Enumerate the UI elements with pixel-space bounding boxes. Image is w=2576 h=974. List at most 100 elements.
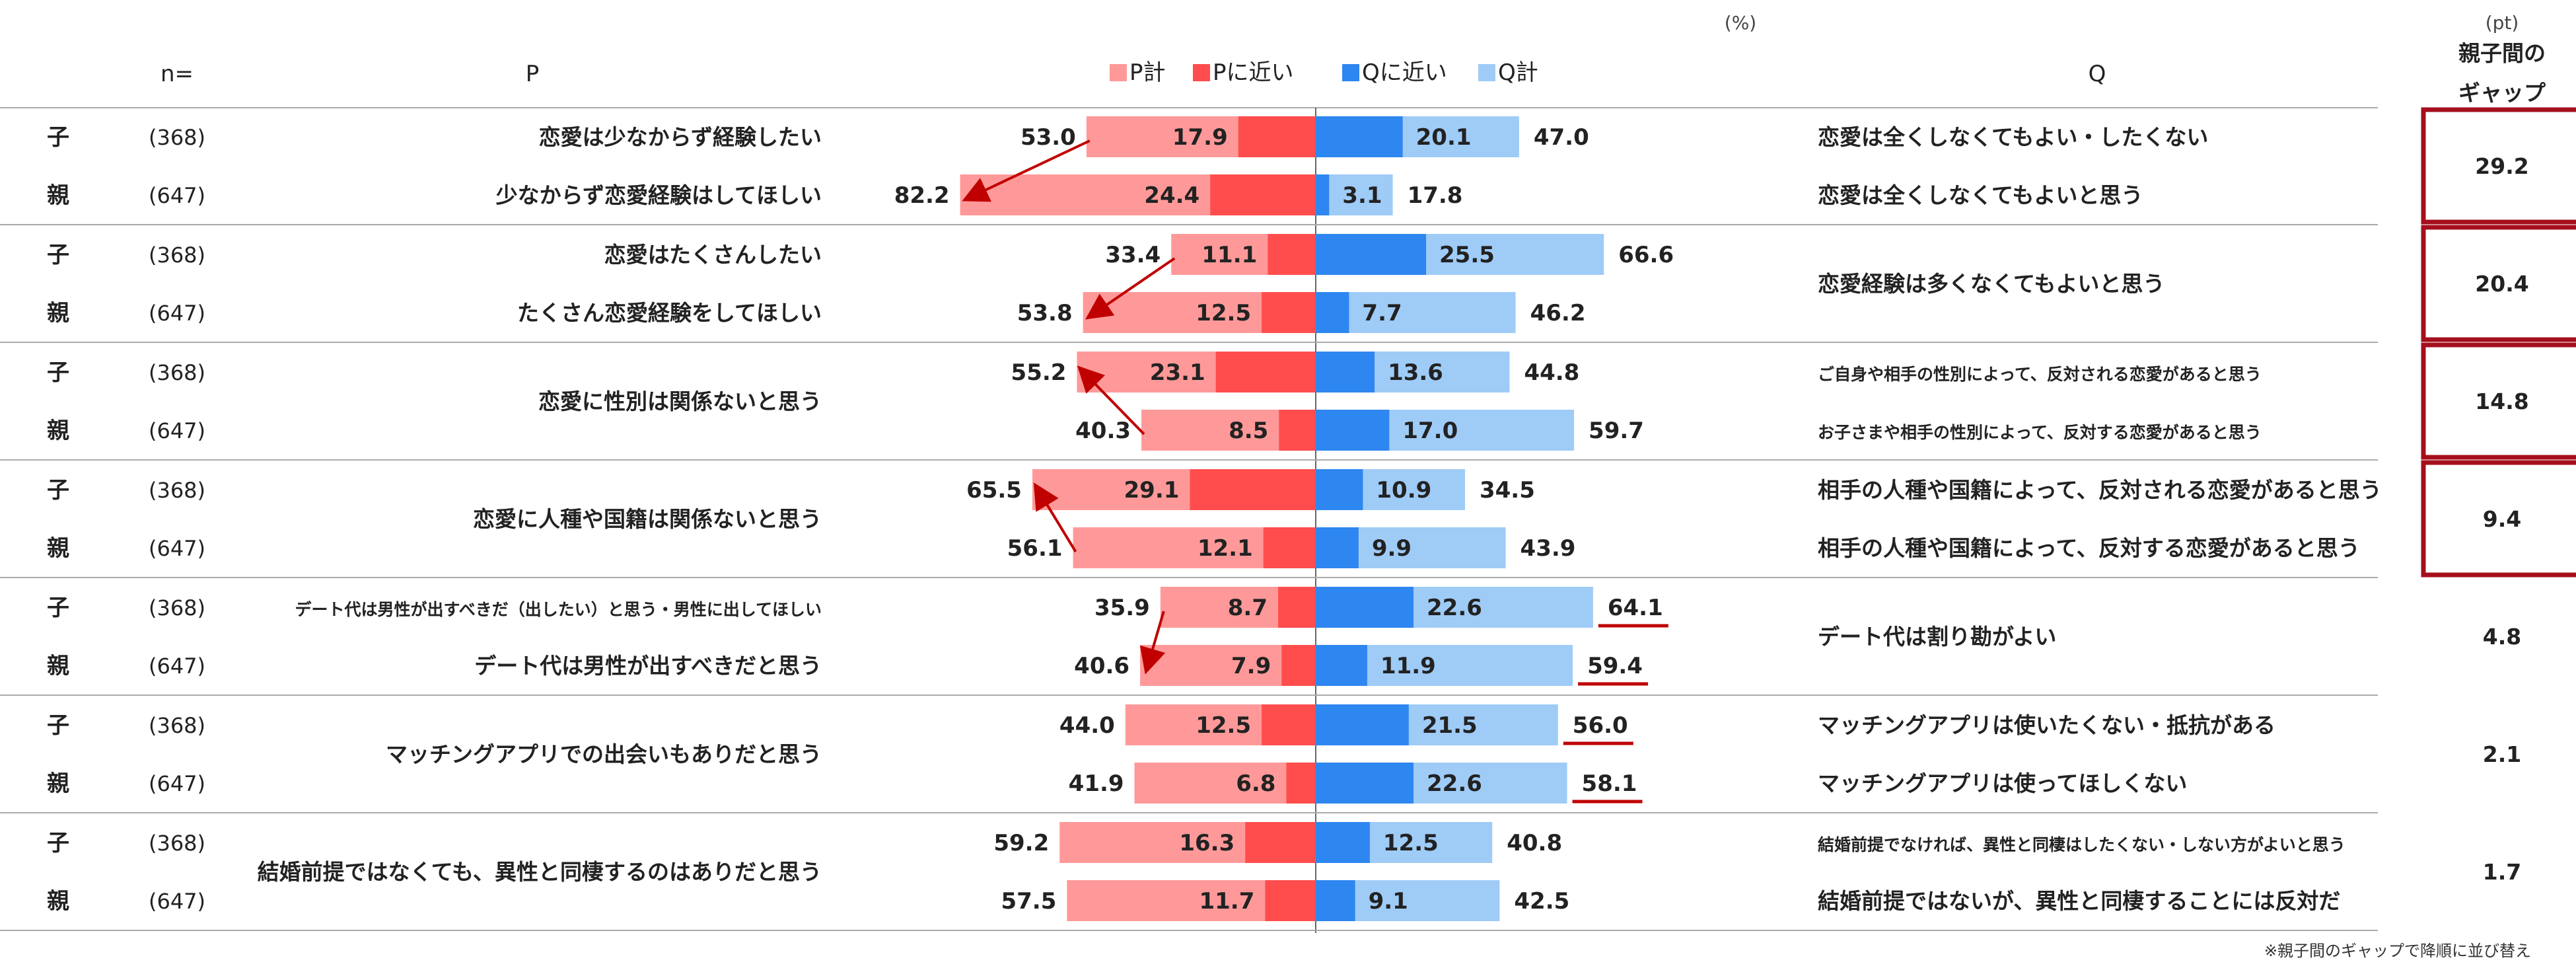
row-n: (647): [149, 889, 205, 914]
header-p: P: [526, 61, 540, 87]
row-who: 子: [47, 830, 69, 856]
label-q-near: 9.1: [1369, 888, 1408, 915]
label-q-total: 56.0: [1573, 712, 1628, 739]
label-p-near: 24.4: [1144, 182, 1199, 209]
label-q-near: 12.5: [1383, 830, 1439, 856]
label-p-total: 57.5: [1001, 888, 1056, 915]
row-who: 子: [47, 242, 69, 268]
change-arrow: [1139, 611, 1166, 675]
bar-p-near: [1279, 410, 1316, 451]
bar-q-near: [1316, 469, 1363, 510]
bar-p-near: [1263, 527, 1316, 568]
row-n: (647): [149, 771, 205, 796]
bar-p-near: [1278, 587, 1316, 628]
change-arrow: [1077, 365, 1145, 435]
p-statement: 恋愛に人種や国籍は関係ないと思う: [473, 506, 822, 532]
bar-p-near: [1262, 292, 1316, 333]
label-p-total: 65.5: [966, 477, 1022, 504]
bar-q-near: [1316, 352, 1375, 393]
q-statement: 結婚前提でなければ、異性と同棲はしたくない・しない方がよいと思う: [1818, 835, 2345, 854]
q-statement: 相手の人種や国籍によって、反対される恋愛があると思う: [1818, 477, 2382, 503]
label-q-total: 46.2: [1530, 300, 1586, 326]
label-p-near: 17.9: [1172, 124, 1228, 151]
label-q-near: 11.9: [1380, 653, 1436, 679]
label-p-total: 40.3: [1075, 418, 1131, 444]
legend-swatch-0: [1110, 64, 1127, 81]
q-statement: 恋愛経験は多くなくてもよいと思う: [1818, 271, 2165, 297]
label-q-near: 9.9: [1372, 535, 1412, 562]
legend-label-0: P計: [1129, 59, 1166, 86]
p-statement: マッチングアプリでの出会いもありだと思う: [386, 741, 822, 767]
row-who: 子: [47, 712, 69, 739]
gap-value: 4.8: [2483, 624, 2521, 650]
bar-p-near: [1245, 822, 1316, 863]
row-who: 親: [47, 300, 69, 326]
p-statement: デート代は男性が出すべきだと思う: [474, 653, 822, 679]
q-statement: 恋愛は全くしなくてもよいと思う: [1818, 182, 2143, 208]
q-statement: マッチングアプリは使いたくない・抵抗がある: [1818, 712, 2275, 738]
row-who: 子: [47, 359, 69, 386]
bar-q-near: [1316, 292, 1349, 333]
row-who: 親: [47, 770, 69, 797]
bar-q-near: [1316, 880, 1355, 921]
q-statement: 恋愛は全くしなくてもよい・したくない: [1818, 124, 2208, 150]
header-gap-line1: 親子間の: [2458, 40, 2546, 66]
row-who: 親: [47, 653, 69, 679]
label-p-total: 44.0: [1059, 712, 1115, 739]
label-q-near: 22.6: [1427, 595, 1482, 621]
header-n: n=: [161, 61, 194, 87]
label-p-near: 8.5: [1229, 418, 1268, 444]
gap-value: 20.4: [2475, 271, 2528, 297]
row-who: 親: [47, 535, 69, 562]
bar-p-near: [1262, 704, 1316, 745]
bar-q-near: [1316, 645, 1367, 686]
label-q-near: 3.1: [1342, 182, 1382, 209]
p-statement: 恋愛は少なからず経験したい: [539, 124, 822, 150]
label-q-near: 21.5: [1422, 712, 1478, 739]
bar-p-near: [1238, 116, 1316, 157]
label-q-near: 25.5: [1439, 242, 1495, 268]
change-arrow: [1033, 482, 1077, 553]
legend-swatch-2: [1342, 64, 1359, 81]
bar-q-near: [1316, 116, 1403, 157]
gap-value: 9.4: [2483, 506, 2521, 532]
label-q-total: 40.8: [1507, 830, 1562, 856]
label-p-total: 56.1: [1007, 535, 1063, 562]
header-q: Q: [2089, 61, 2106, 87]
label-q-total: 43.9: [1521, 535, 1576, 562]
label-p-near: 12.5: [1196, 300, 1251, 326]
row-who: 親: [47, 888, 69, 915]
gap-box: [2421, 107, 2576, 225]
label-q-total: 59.4: [1587, 653, 1643, 679]
legend-label-2: Qに近い: [1362, 59, 1447, 86]
header-gap-line2: ギャップ: [2458, 80, 2546, 106]
q-statement: お子さまや相手の性別によって、反対する恋愛があると思う: [1818, 423, 2262, 442]
label-q-total: 47.0: [1534, 124, 1589, 151]
row-who: 子: [47, 124, 69, 151]
q-statement: ご自身や相手の性別によって、反対される恋愛があると思う: [1818, 365, 2262, 384]
label-p-near: 29.1: [1124, 477, 1180, 504]
row-n: (647): [149, 183, 205, 208]
label-q-total: 64.1: [1608, 595, 1663, 621]
bar-p-near: [1265, 880, 1316, 921]
row-n: (647): [149, 418, 205, 443]
row-n: (368): [149, 360, 205, 385]
q-statement: 相手の人種や国籍によって、反対する恋愛があると思う: [1818, 535, 2360, 561]
row-n: (368): [149, 243, 205, 268]
legend-swatch-1: [1193, 64, 1210, 81]
bar-p-near: [1286, 763, 1316, 804]
bar-p-near: [1210, 174, 1316, 215]
label-p-near: 11.1: [1201, 242, 1257, 268]
row-who: 親: [47, 182, 69, 209]
gap-box: [2421, 342, 2576, 460]
row-n: (368): [149, 831, 205, 856]
row-n: (368): [149, 125, 205, 150]
label-p-near: 8.7: [1228, 595, 1268, 621]
p-statement: たくさん恋愛経験をしてほしい: [517, 300, 822, 326]
bar-q-near: [1316, 763, 1414, 804]
label-p-near: 16.3: [1179, 830, 1234, 856]
label-p-total: 40.6: [1074, 653, 1129, 679]
p-statement: 恋愛に性別は関係ないと思う: [538, 389, 822, 414]
label-q-total: 34.5: [1480, 477, 1535, 504]
